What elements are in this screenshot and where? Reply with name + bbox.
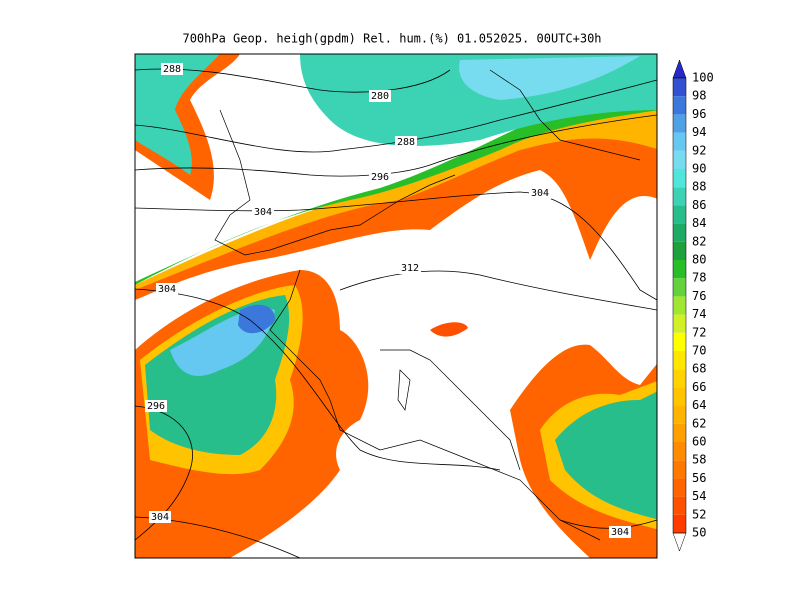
colorbar-cell: [673, 351, 686, 370]
contour-labels: 288 280 288 296 304 304 312 304 296 304 304: [145, 63, 631, 538]
colorbar-cell: [673, 150, 686, 169]
colorbar-cell: [673, 296, 686, 315]
contour-label-bg: [395, 136, 417, 148]
colorbar-cell: [673, 332, 686, 351]
contour-label-bg: [529, 187, 551, 199]
geopotential-contours: [134, 68, 658, 559]
contour-label-bg: [369, 171, 391, 183]
contour-label: 304: [151, 512, 169, 523]
colorbar-label: 94: [692, 125, 706, 139]
contour-label: 296: [371, 172, 389, 183]
contour-label: 288: [163, 64, 181, 75]
colorbar-cell: [673, 387, 686, 406]
colorbar-label: 56: [692, 471, 706, 485]
colorbar-label: 72: [692, 325, 706, 339]
contour-label: 304: [254, 207, 272, 218]
contour-label-bg: [145, 400, 167, 412]
colorbar-label: 98: [692, 89, 706, 103]
colorbar-label: 52: [692, 507, 706, 521]
colorbar-cell: [673, 369, 686, 388]
contour-label-bg: [609, 526, 631, 538]
colorbar-cell: [673, 96, 686, 115]
colorbar-label: 90: [692, 162, 706, 176]
contour-label-bg: [156, 283, 178, 295]
contour-label: 304: [611, 527, 629, 538]
colorbar-label: 62: [692, 416, 706, 430]
colorbar-cell: [673, 405, 686, 424]
colorbar-label: 74: [692, 307, 706, 321]
map-title: 700hPa Geop. heigh(gpdm) Rel. hum.(%) 01…: [182, 32, 601, 46]
colorbar-frame: [672, 77, 687, 534]
colorbar-cell: [673, 514, 686, 533]
colorbar-label: 60: [692, 435, 706, 449]
contour-label-bg: [161, 63, 183, 75]
colorbar-cell: [673, 169, 686, 188]
colorbar-cell: [673, 132, 686, 151]
colorbar-cell: [673, 314, 686, 333]
colorbar-label: 50: [692, 526, 706, 540]
colorbar-label: 88: [692, 180, 706, 194]
colorbar-cell: [673, 205, 686, 224]
colorbar-cell: [673, 278, 686, 297]
colorbar-label: 78: [692, 271, 706, 285]
colorbar-cell: [673, 187, 686, 206]
humidity-field: [135, 54, 657, 558]
colorbar-cell: [673, 478, 686, 497]
colorbar-cell: [673, 114, 686, 133]
colorbar-cell: [673, 460, 686, 479]
colorbar-label: 70: [692, 344, 706, 358]
colorbar-label: 82: [692, 234, 706, 248]
colorbar-label: 66: [692, 380, 706, 394]
colorbar-cell: [673, 223, 686, 242]
colorbar-label: 86: [692, 198, 706, 212]
colorbar-label: 64: [692, 398, 706, 412]
colorbar-cell: [673, 260, 686, 279]
colorbar-cell: [673, 78, 686, 97]
contour-label: 296: [147, 401, 165, 412]
colorbar-label: 68: [692, 362, 706, 376]
colorbar-top-arrow: [672, 59, 687, 79]
colorbar-cell: [673, 241, 686, 260]
colorbar-label: 84: [692, 216, 706, 230]
colorbar-cell: [673, 442, 686, 461]
colorbar-label: 76: [692, 289, 706, 303]
colorbar-bottom-arrow: [672, 532, 687, 552]
contour-label: 312: [401, 263, 419, 274]
coastlines: [214, 69, 641, 541]
contour-label-bg: [149, 511, 171, 523]
colorbar-cell: [673, 423, 686, 442]
colorbar-label: 54: [692, 489, 706, 503]
colorbar-label: 96: [692, 107, 706, 121]
contour-label: 288: [397, 137, 415, 148]
colorbar-label: 80: [692, 253, 706, 267]
colorbar-cell: [673, 496, 686, 515]
colorbar: 50 52 54 56 58 60 62 64 66 68 70 72 74 76 78 80 82 84 86 88…: [672, 59, 714, 552]
contour-label-bg: [369, 90, 391, 102]
contour-label-bg: [399, 262, 421, 274]
contour-label: 304: [531, 188, 549, 199]
contour-label: 304: [158, 284, 176, 295]
contour-label-bg: [252, 206, 274, 218]
colorbar-label: 100: [692, 71, 714, 85]
colorbar-label: 58: [692, 453, 706, 467]
map-frame: [134, 53, 658, 559]
contour-label: 280: [371, 91, 389, 102]
colorbar-label: 92: [692, 143, 706, 157]
